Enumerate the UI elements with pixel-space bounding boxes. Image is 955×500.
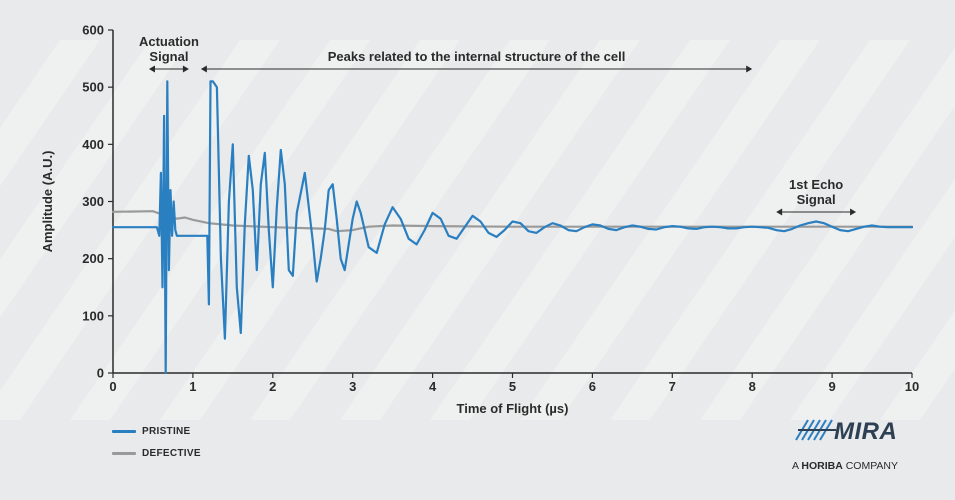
y-tick-label: 400 — [82, 137, 104, 152]
x-tick-label: 9 — [828, 379, 835, 394]
background-stripe — [340, 40, 640, 420]
x-tick-label: 0 — [109, 379, 116, 394]
background-stripes — [0, 40, 955, 420]
legend-swatch-pristine — [112, 429, 136, 433]
x-tick-label: 1 — [189, 379, 196, 394]
y-tick-label: 100 — [82, 308, 104, 323]
mira-logo-text: MIRA — [834, 418, 898, 445]
annotation-arrowhead-left — [776, 208, 783, 216]
mira-logo: MIRA A HORIBA COMPANY — [790, 412, 920, 472]
annotation-arrowhead-left — [148, 65, 155, 73]
annotation-label: Signal — [149, 49, 188, 64]
tagline-suffix: COMPANY — [845, 460, 899, 472]
background-stripe — [790, 178, 955, 420]
y-tick-label: 0 — [97, 366, 104, 381]
background-stripe — [700, 47, 955, 420]
legend-label-defective: DEFECTIVE — [142, 447, 201, 459]
x-tick-label: 3 — [349, 379, 356, 394]
mira-logo-tagline: A HORIBA COMPANY — [792, 460, 898, 472]
background-stripe — [0, 40, 190, 318]
tagline-prefix: A — [792, 460, 799, 472]
x-tick-label: 10 — [905, 379, 919, 394]
y-tick-label: 500 — [82, 80, 104, 95]
x-tick-label: 2 — [269, 379, 276, 394]
x-tick-label: 4 — [429, 379, 437, 394]
annotation-arrowhead-right — [182, 65, 189, 73]
background-stripe — [0, 40, 100, 187]
legend-item-pristine: PRISTINE — [112, 420, 201, 442]
background-stripe — [610, 40, 910, 420]
x-tick-label: 5 — [509, 379, 516, 394]
y-axis-title: Amplitude (A.U.) — [40, 151, 55, 253]
x-tick-label: 8 — [749, 379, 756, 394]
legend-swatch-defective — [112, 451, 136, 455]
legend-item-defective: DEFECTIVE — [112, 442, 201, 464]
annotation-label: Actuation — [139, 34, 199, 49]
annotation-label: Signal — [797, 192, 836, 207]
legend-label-pristine: PRISTINE — [142, 425, 191, 437]
mira-logo-mark-icon — [795, 419, 836, 441]
x-tick-label: 7 — [669, 379, 676, 394]
series-layer — [111, 80, 914, 375]
legend: PRISTINE DEFECTIVE — [112, 420, 201, 464]
annotation-arrowhead-left — [200, 65, 207, 73]
annotation-label: 1st Echo — [789, 177, 843, 192]
background-stripe — [160, 40, 460, 420]
y-tick-label: 600 — [82, 23, 104, 38]
background-stripe — [520, 40, 820, 420]
background-stripe — [250, 40, 550, 420]
annotation-arrowhead-right — [746, 65, 753, 73]
background-stripe — [880, 310, 955, 420]
annotation-label: Peaks related to the internal structure … — [328, 49, 626, 64]
tagline-brand: HORIBA — [801, 460, 843, 472]
x-axis-title: Time of Flight (µs) — [457, 401, 569, 416]
y-tick-label: 300 — [82, 194, 104, 209]
x-tick-label: 6 — [589, 379, 596, 394]
y-tick-label: 200 — [82, 251, 104, 266]
series-line-pristine — [111, 80, 914, 375]
annotation-arrowhead-right — [850, 208, 857, 216]
